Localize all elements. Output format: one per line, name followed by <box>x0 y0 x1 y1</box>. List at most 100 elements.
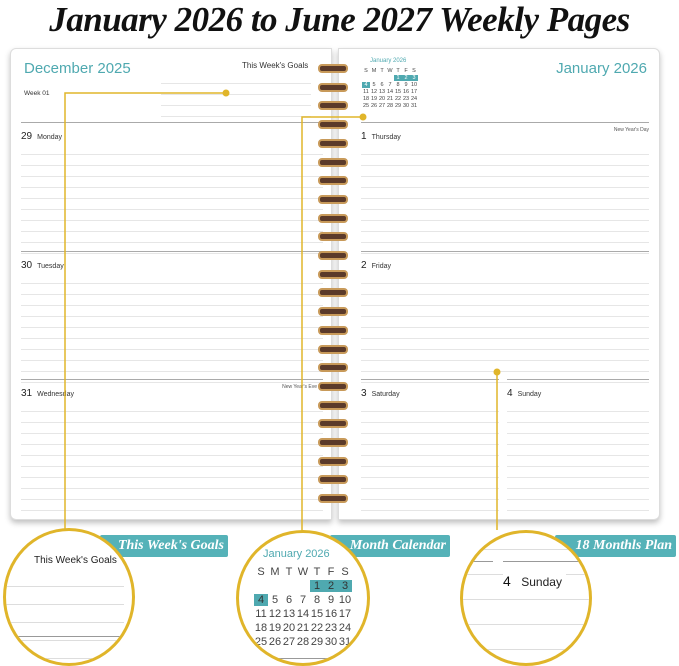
calendar-date: 16 <box>402 89 410 95</box>
calendar-date: 7 <box>388 82 392 88</box>
zoom-goals-lines <box>6 569 124 663</box>
spiral-ring <box>318 101 348 111</box>
mini-calendar: S M T W T F S 1 2 3 4 5 6 7 8 9 10 11 12 13 14 15 16 17 18 19 20 21… <box>362 68 418 109</box>
spiral-ring <box>318 475 348 485</box>
spiral-ring <box>318 194 348 204</box>
calendar-blank <box>296 580 310 592</box>
calendar-date: 12 <box>370 89 378 95</box>
calendar-date: 18 <box>254 622 268 634</box>
banner-month-calendar: Month Calendar <box>330 535 450 557</box>
zoom-goals-label: This Week's Goals <box>34 555 117 566</box>
calendar-blank <box>268 580 282 592</box>
calendar-date: 25 <box>254 636 268 648</box>
calendar-date: 8 <box>313 594 321 606</box>
day-section: 1 Thursday New Year's Day <box>361 122 649 256</box>
calendar-date: 11 <box>255 608 267 620</box>
goals-lines <box>161 73 311 117</box>
day-number: 31 <box>21 388 33 399</box>
calendar-date: 17 <box>410 89 418 95</box>
holiday-label: New Year's Eve <box>282 384 317 390</box>
spiral-ring <box>318 176 348 186</box>
weekday-header: W <box>297 566 309 578</box>
zoom-plan-separator <box>463 561 493 562</box>
spiral-ring <box>318 307 348 317</box>
calendar-date: 16 <box>324 608 338 620</box>
calendar-date: 24 <box>338 622 352 634</box>
connector-dot <box>222 89 230 97</box>
weekday-header: W <box>387 68 393 74</box>
calendar-date: 14 <box>386 89 394 95</box>
calendar-date: 29 <box>394 103 402 109</box>
calendar-date: 19 <box>268 622 282 634</box>
spiral-ring <box>318 494 348 504</box>
weekday-header: T <box>285 566 293 578</box>
calendar-date: 13 <box>378 89 386 95</box>
calendar-date: 31 <box>338 636 352 648</box>
calendar-date: 20 <box>378 96 386 102</box>
spiral-ring <box>318 213 348 223</box>
calendar-date: 15 <box>310 608 324 620</box>
day-section: 4 Sunday <box>507 379 649 519</box>
calendar-date: 3 <box>410 75 418 81</box>
calendar-date: 22 <box>310 622 324 634</box>
day-name: Sunday <box>517 391 542 398</box>
spiral-ring <box>318 251 348 260</box>
weekday-header: M <box>371 68 377 74</box>
calendar-date: 30 <box>324 636 338 648</box>
calendar-date: 4 <box>362 82 370 88</box>
weekday-header: T <box>380 68 384 74</box>
calendar-date: 27 <box>378 103 386 109</box>
day-number: 3 <box>361 388 367 399</box>
left-month-title: December 2025 <box>24 60 131 77</box>
calendar-date: 28 <box>386 103 394 109</box>
weekday-header: S <box>364 68 368 74</box>
calendar-date: 6 <box>380 82 384 88</box>
calendar-date: 11 <box>363 89 369 95</box>
left-page: December 2025 This Week's Goals Week 01 … <box>10 48 332 520</box>
day-name: Friday <box>371 263 392 270</box>
day-name: Wednesday <box>37 391 74 398</box>
calendar-date: 9 <box>404 82 408 88</box>
spiral-ring <box>318 419 348 429</box>
day-number: 30 <box>21 260 33 271</box>
holiday-label: New Year's Day <box>613 127 649 133</box>
calendar-date: 21 <box>386 96 394 102</box>
calendar-date: 28 <box>296 636 310 648</box>
connector-dot <box>493 368 501 376</box>
calendar-date: 23 <box>324 622 338 634</box>
zoom-plan-lines <box>463 549 589 663</box>
calendar-date: 3 <box>338 580 352 592</box>
calendar-date: 21 <box>296 622 310 634</box>
weekday-header: M <box>270 566 280 578</box>
calendar-date: 2 <box>402 75 410 81</box>
calendar-date: 26 <box>370 103 378 109</box>
calendar-date: 8 <box>396 82 400 88</box>
spiral-ring <box>318 64 348 73</box>
spiral-ring <box>318 269 348 279</box>
spiral-ring <box>318 82 348 92</box>
zoom-calendar-title: January 2026 <box>263 548 330 560</box>
day-section: 30 Tuesday <box>21 251 323 385</box>
calendar-date: 7 <box>299 594 307 606</box>
calendar-date: 29 <box>310 636 324 648</box>
page-title: January 2026 to June 2027 Weekly Pages <box>49 0 630 39</box>
weekday-header: S <box>412 68 416 74</box>
weekday-header: F <box>404 68 408 74</box>
calendar-blank <box>254 580 268 592</box>
calendar-date: 22 <box>394 96 402 102</box>
spiral-ring <box>318 456 348 466</box>
day-section: 3 Saturday <box>361 379 499 519</box>
right-page: January 2026 S M T W T F S 1 2 3 4 5 6 7 8 9 10 11 12 13 14 1… <box>338 48 660 520</box>
day-section: 29 Monday <box>21 122 323 256</box>
weekday-header: F <box>327 566 335 578</box>
zoom-circle-calendar: January 2026 S M T W T F S 1 2 3 4 5 6 7 8 9 10 11 12 13 14 1… <box>236 530 370 666</box>
spiral-ring <box>318 232 348 242</box>
weekday-header: T <box>313 566 321 578</box>
spiral-ring <box>318 438 348 447</box>
calendar-date: 9 <box>327 594 335 606</box>
spiral-ring <box>318 288 348 298</box>
banner-weekly-goals: This Week's Goals <box>100 535 228 557</box>
calendar-date: 12 <box>268 608 282 620</box>
connector-goals <box>64 92 226 530</box>
calendar-date: 6 <box>285 594 293 606</box>
